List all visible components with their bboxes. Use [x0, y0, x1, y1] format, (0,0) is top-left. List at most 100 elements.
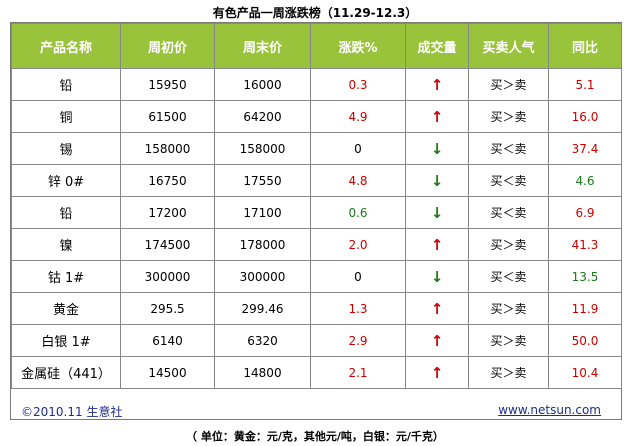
arrow-down-icon: ↓	[430, 139, 444, 158]
volume-cell: ↑	[405, 292, 469, 325]
open-price-cell: 14500	[120, 356, 215, 389]
close-price-cell: 14800	[214, 356, 311, 389]
close-price-cell: 16000	[214, 68, 311, 101]
sentiment-cell: 买＞卖	[468, 324, 549, 357]
change-percent-cell: 0.3	[310, 68, 406, 101]
arrow-up-icon: ↑	[430, 235, 444, 254]
open-price-cell: 17200	[120, 196, 215, 229]
arrow-down-icon: ↓	[430, 203, 444, 222]
page-title: 有色产品一周涨跌榜（11.29-12.3）	[212, 6, 418, 20]
volume-cell: ↑	[405, 100, 469, 133]
close-price-cell: 299.46	[214, 292, 311, 325]
table-row: 镍 174500 178000 2.0 ↑ 买＞卖 41.3	[11, 228, 622, 261]
product-name-cell: 黄金	[11, 292, 121, 325]
volume-cell: ↓	[405, 132, 469, 165]
open-price-cell: 295.5	[120, 292, 215, 325]
volume-cell: ↓	[405, 196, 469, 229]
table-row: 锌 0# 16750 17550 4.8 ↓ 买＜卖 4.6	[11, 164, 622, 197]
table-row: 铜 61500 64200 4.9 ↑ 买＞卖 16.0	[11, 100, 622, 133]
yoy-cell: 41.3	[548, 228, 622, 261]
header-yoy: 同比	[548, 23, 622, 69]
open-price-cell: 61500	[120, 100, 215, 133]
header-product-name: 产品名称	[11, 23, 121, 69]
yoy-cell: 50.0	[548, 324, 622, 357]
sentiment-cell: 买＜卖	[468, 164, 549, 197]
product-name-cell: 铜	[11, 100, 121, 133]
sentiment-cell: 买＞卖	[468, 68, 549, 101]
arrow-up-icon: ↑	[430, 363, 444, 382]
product-name-cell: 铅	[11, 196, 121, 229]
sentiment-cell: 买＞卖	[468, 100, 549, 133]
table-row: 黄金 295.5 299.46 1.3 ↑ 买＞卖 11.9	[11, 292, 622, 325]
sentiment-cell: 买＞卖	[468, 228, 549, 261]
open-price-cell: 6140	[120, 324, 215, 357]
price-table-frame: 产品名称 周初价 周末价 涨跌% 成交量 买卖人气 同比 铅 15950 16000…	[10, 22, 622, 420]
close-price-cell: 178000	[214, 228, 311, 261]
open-price-cell: 158000	[120, 132, 215, 165]
close-price-cell: 64200	[214, 100, 311, 133]
yoy-cell: 37.4	[548, 132, 622, 165]
sentiment-cell: 买＜卖	[468, 260, 549, 293]
header-open-price: 周初价	[120, 23, 215, 69]
header-close-price: 周末价	[214, 23, 311, 69]
arrow-down-icon: ↓	[430, 171, 444, 190]
yoy-cell: 4.6	[548, 164, 622, 197]
table-row: 白银 1# 6140 6320 2.9 ↑ 买＞卖 50.0	[11, 324, 622, 357]
yoy-cell: 6.9	[548, 196, 622, 229]
volume-cell: ↑	[405, 228, 469, 261]
product-name-cell: 镍	[11, 228, 121, 261]
header-sentiment: 买卖人气	[468, 23, 549, 69]
change-percent-cell: 1.3	[310, 292, 406, 325]
table-header-row: 产品名称 周初价 周末价 涨跌% 成交量 买卖人气 同比	[11, 23, 622, 69]
close-price-cell: 17100	[214, 196, 311, 229]
price-table: 产品名称 周初价 周末价 涨跌% 成交量 买卖人气 同比 铅 15950 16000…	[11, 23, 622, 389]
yoy-cell: 11.9	[548, 292, 622, 325]
open-price-cell: 15950	[120, 68, 215, 101]
open-price-cell: 300000	[120, 260, 215, 293]
volume-cell: ↑	[405, 68, 469, 101]
yoy-cell: 10.4	[548, 356, 622, 389]
table-row: 铅 17200 17100 0.6 ↓ 买＜卖 6.9	[11, 196, 622, 229]
change-percent-cell: 2.9	[310, 324, 406, 357]
change-percent-cell: 0.6	[310, 196, 406, 229]
volume-cell: ↑	[405, 356, 469, 389]
change-percent-cell: 4.8	[310, 164, 406, 197]
close-price-cell: 6320	[214, 324, 311, 357]
product-name-cell: 金属硅（441）	[11, 356, 121, 389]
sentiment-cell: 买＞卖	[468, 292, 549, 325]
open-price-cell: 16750	[120, 164, 215, 197]
product-name-cell: 钴 1#	[11, 260, 121, 293]
volume-cell: ↑	[405, 324, 469, 357]
change-percent-cell: 0	[310, 132, 406, 165]
close-price-cell: 158000	[214, 132, 311, 165]
table-row: 锡 158000 158000 0 ↓ 买＜卖 37.4	[11, 132, 622, 165]
yoy-cell: 16.0	[548, 100, 622, 133]
change-percent-cell: 0	[310, 260, 406, 293]
sentiment-cell: 买＜卖	[468, 132, 549, 165]
table-row: 铅 15950 16000 0.3 ↑ 买＞卖 5.1	[11, 68, 622, 101]
yoy-cell: 5.1	[548, 68, 622, 101]
change-percent-cell: 2.0	[310, 228, 406, 261]
yoy-cell: 13.5	[548, 260, 622, 293]
arrow-down-icon: ↓	[430, 267, 444, 286]
volume-cell: ↓	[405, 164, 469, 197]
table-row: 钴 1# 300000 300000 0 ↓ 买＜卖 13.5	[11, 260, 622, 293]
arrow-up-icon: ↑	[430, 107, 444, 126]
arrow-up-icon: ↑	[430, 331, 444, 350]
close-price-cell: 17550	[214, 164, 311, 197]
arrow-up-icon: ↑	[430, 299, 444, 318]
sentiment-cell: 买＜卖	[468, 196, 549, 229]
copyright-text: ©2010.11 生意社	[21, 405, 123, 419]
unit-note: （ 单位：黄金：元/克，其他元/吨，白银：元/千克）	[186, 430, 444, 443]
product-name-cell: 锡	[11, 132, 121, 165]
volume-cell: ↓	[405, 260, 469, 293]
change-percent-cell: 4.9	[310, 100, 406, 133]
website-link[interactable]: www.netsun.com	[498, 403, 601, 417]
close-price-cell: 300000	[214, 260, 311, 293]
sentiment-cell: 买＞卖	[468, 356, 549, 389]
product-name-cell: 白银 1#	[11, 324, 121, 357]
product-name-cell: 铅	[11, 68, 121, 101]
header-change-percent: 涨跌%	[310, 23, 406, 69]
table-row: 金属硅（441） 14500 14800 2.1 ↑ 买＞卖 10.4	[11, 356, 622, 389]
open-price-cell: 174500	[120, 228, 215, 261]
